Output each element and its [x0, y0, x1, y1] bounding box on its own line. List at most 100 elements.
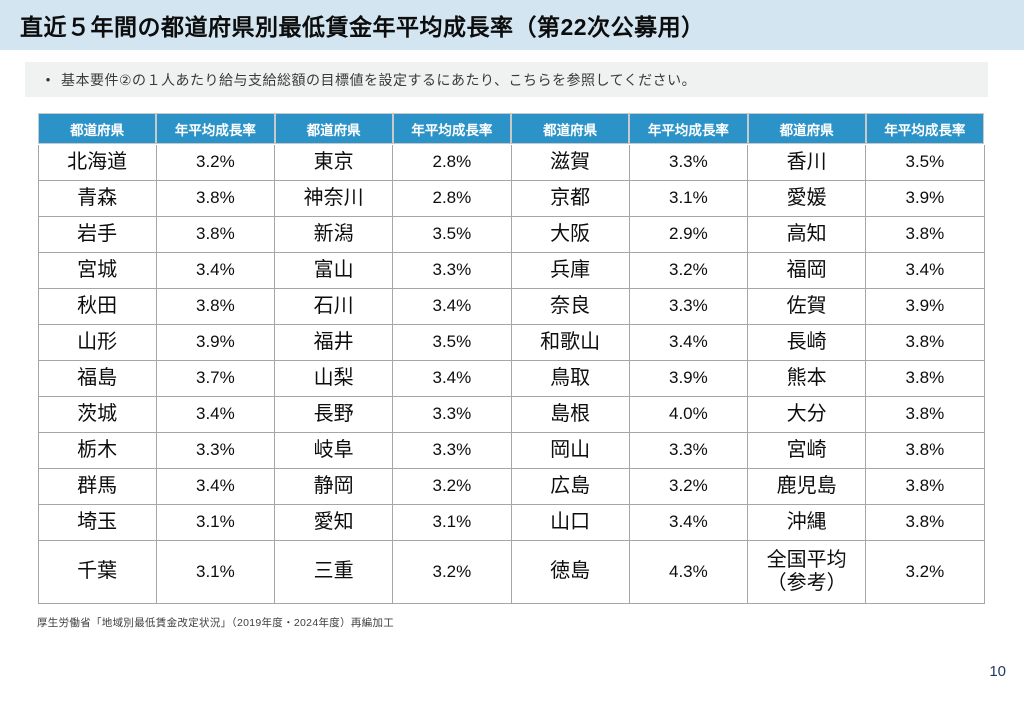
page-number: 10: [989, 663, 1006, 680]
prefecture-cell: 高知: [746, 215, 867, 253]
growth-rate-cell: 3.5%: [392, 323, 512, 361]
table-row: 岩手 3.8% 新潟 3.5% 大阪 2.9% 高知 3.8%: [37, 215, 985, 253]
table-row: 福島 3.7% 山梨 3.4% 鳥取 3.9% 熊本 3.8%: [37, 359, 985, 397]
prefecture-cell: 大阪: [510, 215, 630, 253]
growth-rate-cell: 4.0%: [628, 395, 749, 433]
prefecture-cell: 長崎: [746, 323, 867, 361]
prefecture-cell: 秋田: [37, 287, 157, 325]
prefecture-cell: 埼玉: [37, 503, 157, 541]
prefecture-cell: 岩手: [37, 215, 157, 253]
growth-rate-cell: 3.8%: [155, 287, 276, 325]
prefecture-cell: 新潟: [273, 215, 394, 253]
prefecture-cell: 東京: [273, 143, 394, 181]
growth-rate-cell: 3.9%: [865, 179, 985, 217]
prefecture-cell: 奈良: [510, 287, 630, 325]
growth-rate-cell: 3.2%: [392, 539, 512, 604]
growth-rate-cell: 3.9%: [865, 287, 985, 325]
col-header-pref: 都道府県: [273, 112, 394, 145]
table-row: 栃木 3.3% 岐阜 3.3% 岡山 3.3% 宮崎 3.8%: [37, 431, 985, 469]
growth-rate-cell: 3.8%: [865, 359, 985, 397]
prefecture-cell: 佐賀: [746, 287, 867, 325]
prefecture-cell: 全国平均（参考）: [746, 539, 867, 604]
growth-rate-cell: 3.1%: [155, 503, 276, 541]
growth-rate-cell: 3.2%: [628, 467, 749, 505]
source-note: 厚生労働省「地域別最低賃金改定状況」（2019年度・2024年度）再編加工: [37, 617, 395, 629]
col-header-rate: 年平均成長率: [864, 112, 986, 145]
prefecture-cell: 大分: [746, 395, 867, 433]
table-row: 千葉 3.1% 三重 3.2% 徳島 4.3% 全国平均（参考） 3.2%: [37, 539, 985, 604]
growth-rate-cell: 3.1%: [155, 539, 276, 604]
growth-rate-cell: 3.8%: [865, 467, 985, 505]
growth-rate-cell: 3.3%: [392, 251, 512, 289]
note-text: 基本要件②の１人あたり給与支給総額の目標値を設定するにあたり、こちらを参照してく…: [61, 71, 697, 88]
growth-rate-cell: 3.3%: [628, 287, 749, 325]
growth-rate-cell: 3.2%: [392, 467, 512, 505]
prefecture-cell: 兵庫: [510, 251, 630, 289]
prefecture-cell: 静岡: [273, 467, 394, 505]
page-title: 直近５年間の都道府県別最低賃金年平均成長率（第22次公募用）: [20, 14, 705, 40]
col-header-pref: 都道府県: [36, 112, 158, 145]
prefecture-cell: 愛知: [273, 503, 394, 541]
growth-rate-cell: 3.3%: [628, 431, 749, 469]
growth-rate-cell: 2.9%: [628, 215, 749, 253]
prefecture-cell: 神奈川: [273, 179, 394, 217]
prefecture-cell: 宮城: [37, 251, 157, 289]
table-body: 北海道 3.2% 東京 2.8% 滋賀 3.3% 香川 3.5% 青森 3.8% 神奈川 2.8% 京都…: [37, 143, 985, 604]
growth-rate-cell: 3.8%: [155, 215, 276, 253]
col-header-rate: 年平均成長率: [391, 112, 513, 145]
prefecture-cell: 岡山: [510, 431, 630, 469]
prefecture-cell: 北海道: [37, 143, 157, 181]
growth-rate-cell: 3.3%: [392, 395, 512, 433]
growth-rate-cell: 3.7%: [155, 359, 276, 397]
growth-rate-cell: 3.4%: [155, 395, 276, 433]
growth-rate-cell: 3.8%: [865, 503, 985, 541]
prefecture-cell: 長野: [273, 395, 394, 433]
title-bar: 直近５年間の都道府県別最低賃金年平均成長率（第22次公募用）: [0, 0, 1024, 50]
growth-rate-cell: 3.4%: [628, 503, 749, 541]
prefecture-cell: 熊本: [746, 359, 867, 397]
growth-rate-cell: 3.3%: [155, 431, 276, 469]
growth-rate-cell: 3.9%: [155, 323, 276, 361]
prefecture-cell: 鹿児島: [746, 467, 867, 505]
table-header-row: 都道府県 年平均成長率 都道府県 年平均成長率 都道府県 年平均成長率 都道府県 年平均成長率: [36, 112, 986, 145]
prefecture-cell: 鳥取: [510, 359, 630, 397]
growth-rate-cell: 3.4%: [392, 359, 512, 397]
growth-rate-cell: 3.8%: [865, 215, 985, 253]
growth-rate-cell: 3.5%: [392, 215, 512, 253]
growth-rate-cell: 2.8%: [392, 179, 512, 217]
col-header-rate: 年平均成長率: [155, 112, 276, 145]
prefecture-cell: 富山: [273, 251, 394, 289]
prefecture-cell: 三重: [273, 539, 394, 604]
prefecture-cell: 福島: [37, 359, 157, 397]
prefecture-cell: 宮崎: [746, 431, 867, 469]
growth-rate-cell: 3.4%: [392, 287, 512, 325]
col-header-pref: 都道府県: [746, 112, 867, 145]
col-header-pref: 都道府県: [509, 112, 631, 145]
prefecture-cell: 和歌山: [510, 323, 630, 361]
growth-rate-cell: 3.5%: [865, 143, 985, 181]
prefecture-cell: 福岡: [746, 251, 867, 289]
table-row: 茨城 3.4% 長野 3.3% 島根 4.0% 大分 3.8%: [37, 395, 985, 433]
growth-rate-cell: 3.4%: [628, 323, 749, 361]
prefecture-cell: 滋賀: [510, 143, 630, 181]
growth-rate-cell: 3.2%: [628, 251, 749, 289]
prefecture-cell: 沖縄: [746, 503, 867, 541]
prefecture-cell: 青森: [37, 179, 157, 217]
prefecture-cell: 徳島: [510, 539, 630, 604]
bullet-icon: •: [45, 72, 51, 87]
growth-rate-cell: 3.2%: [155, 143, 276, 181]
growth-rate-cell: 3.2%: [865, 539, 985, 604]
table-row: 山形 3.9% 福井 3.5% 和歌山 3.4% 長崎 3.8%: [37, 323, 985, 361]
prefecture-cell: 石川: [273, 287, 394, 325]
prefecture-cell: 京都: [510, 179, 630, 217]
prefecture-cell: 広島: [510, 467, 630, 505]
table-row: 埼玉 3.1% 愛知 3.1% 山口 3.4% 沖縄 3.8%: [37, 503, 985, 541]
growth-rate-cell: 3.1%: [628, 179, 749, 217]
growth-rate-cell: 3.4%: [865, 251, 985, 289]
growth-rate-cell: 3.9%: [628, 359, 749, 397]
prefecture-cell: 群馬: [37, 467, 157, 505]
growth-rate-cell: 3.4%: [155, 467, 276, 505]
prefecture-cell: 福井: [273, 323, 394, 361]
table-row: 青森 3.8% 神奈川 2.8% 京都 3.1% 愛媛 3.9%: [37, 179, 985, 217]
prefecture-cell: 島根: [510, 395, 630, 433]
